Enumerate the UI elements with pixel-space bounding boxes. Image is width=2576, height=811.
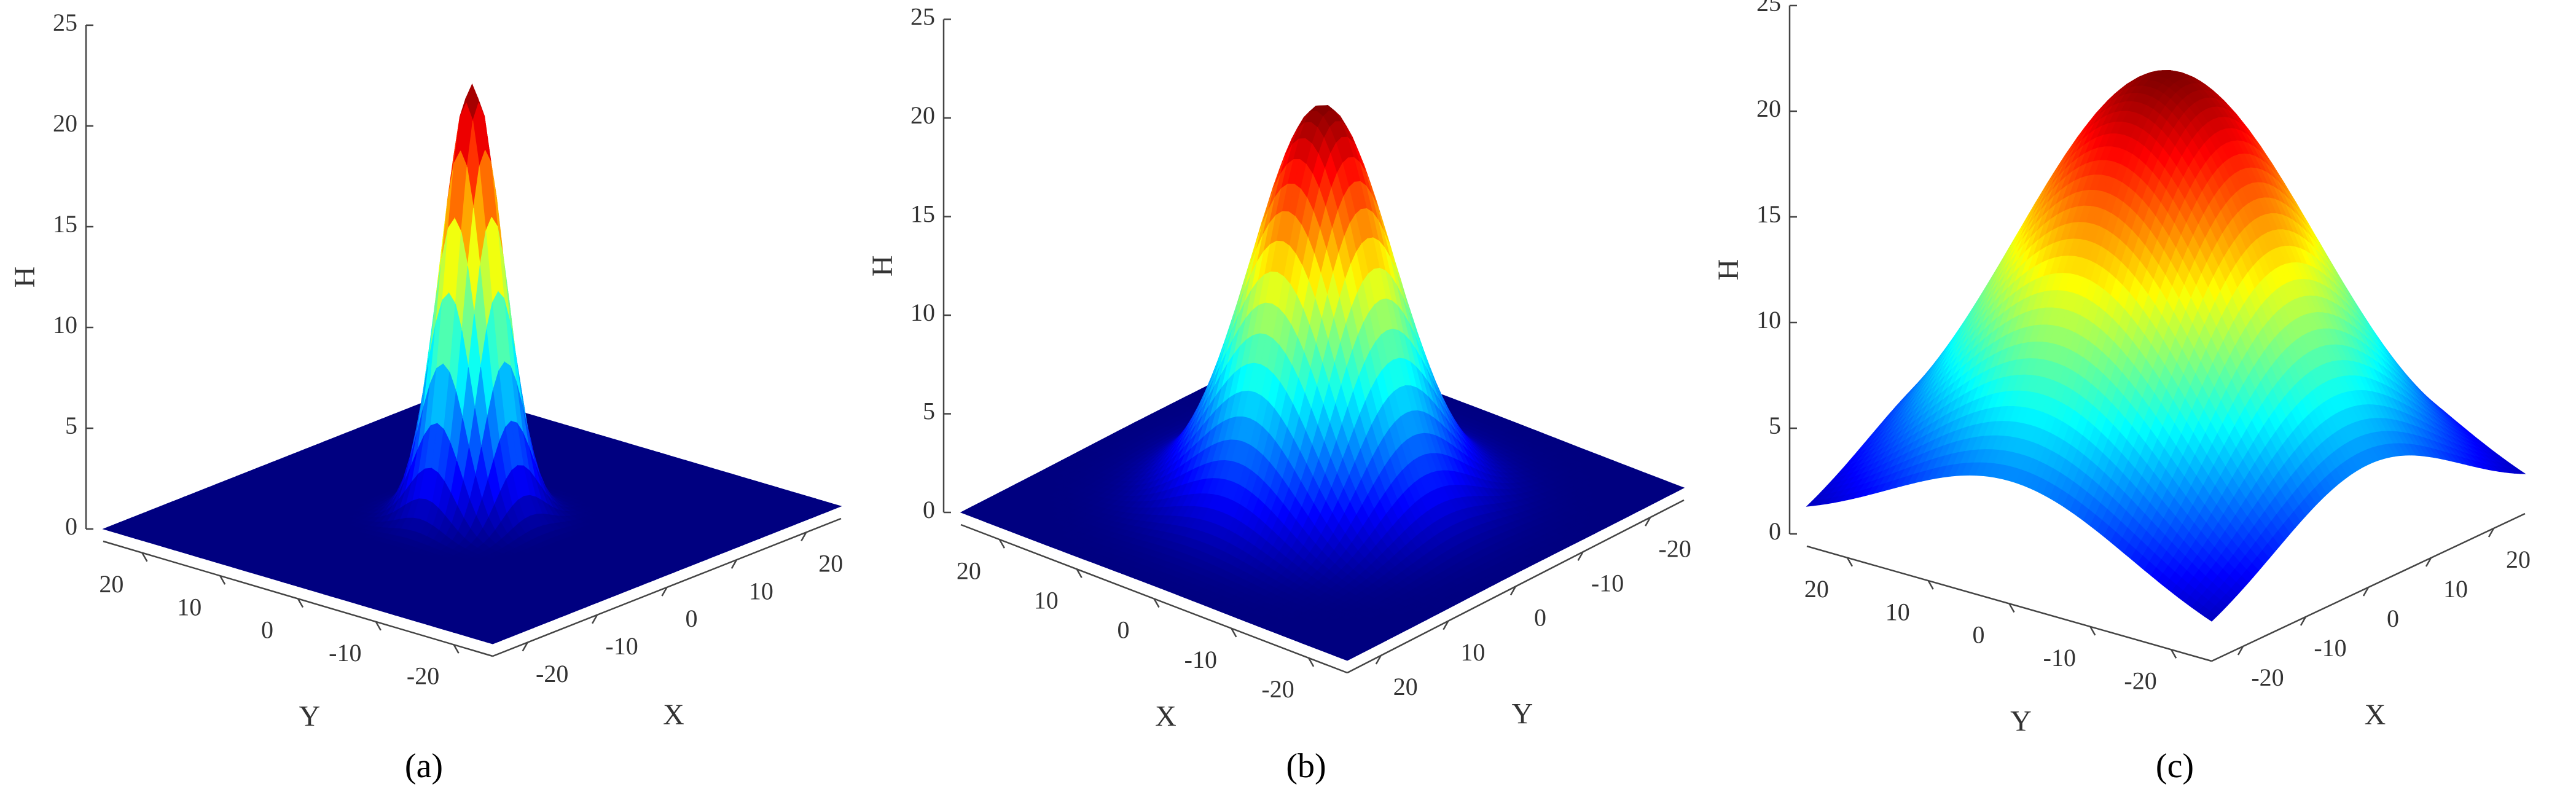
tick-label: 20: [910, 101, 935, 129]
surface: [102, 83, 842, 644]
tick-label: -10: [1184, 646, 1217, 673]
tick-label: 20: [99, 570, 123, 598]
axis-label: X: [1155, 700, 1176, 733]
tick-mark: [453, 644, 460, 654]
tick-label: 10: [749, 577, 773, 605]
tick-label: 20: [1393, 673, 1418, 700]
tick-label: 20: [818, 550, 843, 578]
axis-label: X: [663, 699, 684, 731]
tick-label: -10: [1591, 569, 1624, 597]
axis-label: Y: [299, 700, 321, 733]
tick-label: -10: [329, 639, 361, 667]
caption: (a): [405, 747, 443, 785]
tick-label: 0: [65, 512, 77, 540]
axis-label: Y: [1512, 698, 1533, 731]
tick-label: -20: [407, 662, 439, 689]
tick-label: 10: [1034, 586, 1059, 614]
tick-label: 5: [923, 398, 935, 425]
surface: [960, 105, 1685, 661]
tick-mark: [219, 575, 226, 585]
axis-label: H: [9, 267, 41, 288]
tick-mark: [522, 641, 528, 652]
tick-label: -20: [1659, 535, 1691, 562]
tick-mark: [375, 621, 382, 631]
tick-mark: [297, 598, 304, 608]
tick-label: -20: [536, 660, 568, 688]
tick-mark: [661, 587, 668, 597]
tick-label: 20: [53, 109, 77, 137]
tick-label: 0: [1118, 616, 1130, 644]
tick-label: 0: [1534, 604, 1546, 632]
tick-label: 10: [1460, 638, 1485, 666]
tick-mark: [592, 614, 598, 624]
tick-label: 10: [177, 593, 202, 621]
tick-label: -10: [605, 632, 638, 660]
tick-label: 20: [957, 557, 981, 584]
tick-label: 15: [53, 210, 77, 238]
tick-label: 10: [53, 311, 77, 339]
tick-mark: [730, 559, 737, 569]
tick-label: 5: [65, 412, 77, 439]
tick-label: 0: [261, 616, 273, 644]
tick-mark: [801, 531, 807, 542]
tick-label: 0: [923, 496, 935, 523]
tick-label: 15: [910, 200, 935, 228]
tick-label: 0: [686, 605, 698, 632]
tick-label: 25: [910, 3, 935, 31]
axis-label: H: [866, 255, 899, 276]
panel: 20 10 0 -10 -20 -20 -10 0 10 20 Y X 0 5 10 15 20 25 H (a): [9, 9, 843, 785]
tick-label: -20: [1261, 675, 1294, 703]
tick-label: 10: [910, 299, 935, 326]
tick-label: 25: [53, 9, 77, 36]
tick-mark: [141, 552, 148, 562]
